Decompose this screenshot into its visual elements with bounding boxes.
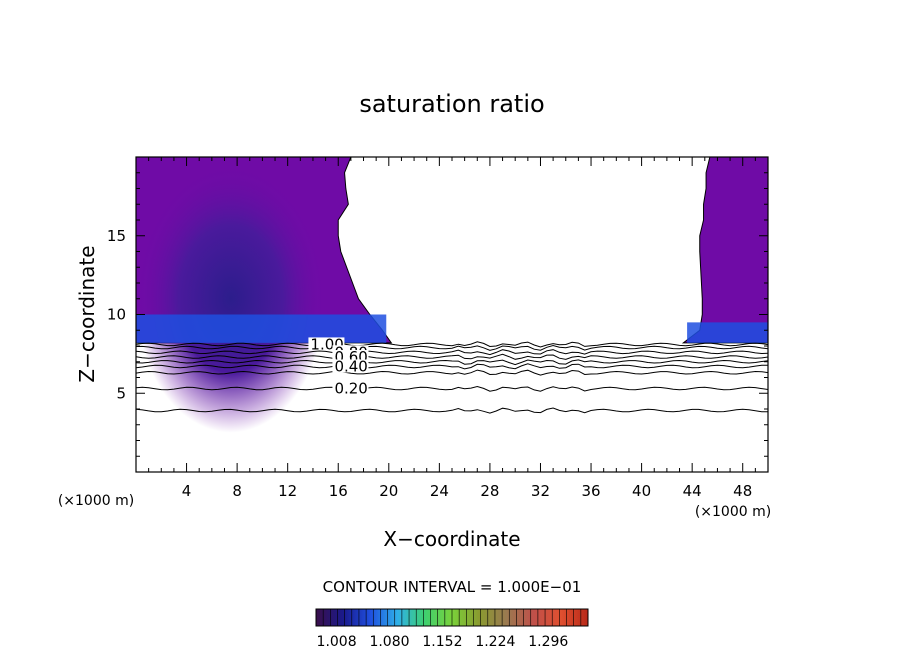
y-tick-label: 15: [107, 227, 126, 245]
contour-labels: 1.000.800.600.400.20: [308, 335, 369, 398]
contour-line: [136, 363, 768, 370]
x-tick-label: 44: [683, 482, 702, 500]
colorbar-tick-labels: 1.008 1.080 1.152 1.224 1.296: [317, 634, 569, 650]
x-axis-unit-right: (×1000 m): [695, 504, 771, 520]
x-tick-label: 32: [531, 482, 550, 500]
plot-area: 1.000.800.600.400.20: [136, 157, 768, 472]
colorbar-tick-label: 1.008: [317, 634, 357, 650]
x-tick-label: 20: [379, 482, 398, 500]
core-shading: [136, 164, 326, 433]
contour-line: [136, 385, 768, 392]
colorbar: 1.008 1.080 1.152 1.224 1.296: [315, 608, 589, 650]
contour-line: [136, 341, 768, 348]
colorbar-tick-label: 1.224: [475, 634, 515, 650]
x-tick-label: 36: [581, 482, 600, 500]
contour-line: [136, 353, 768, 360]
x-tick-label: 12: [278, 482, 297, 500]
contour-label-bg: [332, 359, 369, 373]
x-tick-label: 24: [430, 482, 449, 500]
x-tick-label: 8: [232, 482, 242, 500]
y-tick-label: 5: [116, 384, 126, 402]
colorbar-tick-label: 1.296: [528, 634, 568, 650]
contour-interval-note: CONTOUR INTERVAL = 1.000E−01: [323, 578, 582, 596]
contour-lines: [136, 341, 768, 414]
colorbar-tick-label: 1.152: [422, 634, 462, 650]
contour-line: [136, 359, 768, 366]
colorbar-dividers: [322, 609, 582, 626]
y-tick-label: 10: [107, 306, 126, 324]
x-axis-unit-left: (×1000 m): [58, 493, 134, 509]
x-tick-label: 48: [733, 482, 752, 500]
blue-band-left: [136, 314, 387, 343]
y-axis-ticks: 5 10 15: [107, 156, 768, 473]
x-tick-label: 4: [182, 482, 192, 500]
x-tick-label: 28: [480, 482, 499, 500]
contour-line: [136, 349, 768, 356]
x-tick-label: 40: [632, 482, 651, 500]
contour-line: [136, 344, 768, 351]
contour-line: [136, 407, 768, 414]
blue-band-right: [687, 322, 768, 343]
contour-label: 0.20: [334, 380, 367, 398]
x-tick-label: 16: [329, 482, 348, 500]
colorbar-tick-label: 1.080: [369, 634, 409, 650]
x-axis-label: X−coordinate: [383, 527, 520, 551]
contour-label-bg: [332, 381, 369, 395]
x-axis-ticks: 4 8 12 16 20 24 28 32 36 40 44 48: [135, 157, 769, 500]
chart-title: saturation ratio: [359, 90, 544, 118]
contour-label: 0.40: [334, 357, 367, 375]
contour-line: [136, 369, 768, 376]
y-axis-label: Z−coordinate: [75, 245, 99, 382]
